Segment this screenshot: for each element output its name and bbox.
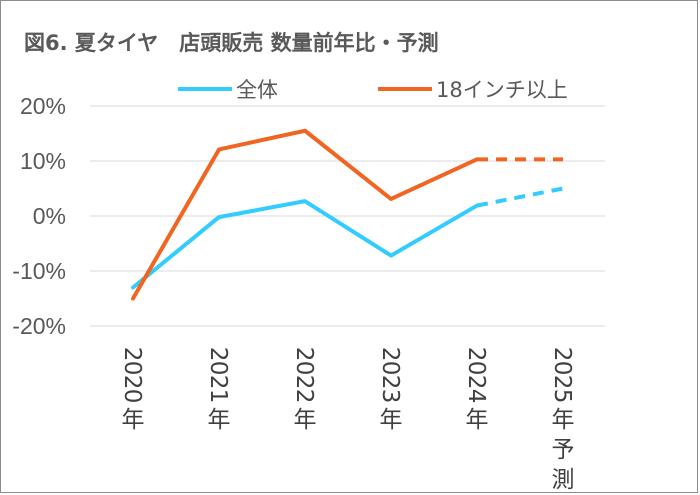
svg-text:年: 年	[294, 407, 317, 433]
svg-text:2: 2	[291, 375, 317, 390]
y-tick-label: -10%	[12, 258, 66, 284]
y-tick-label: 10%	[20, 148, 66, 174]
svg-text:年: 年	[552, 407, 575, 433]
y-tick-label: 20%	[20, 93, 66, 119]
svg-text:2: 2	[549, 375, 575, 390]
svg-text:0: 0	[205, 361, 231, 376]
svg-text:2: 2	[463, 375, 489, 390]
svg-text:2: 2	[549, 347, 575, 362]
legend-label: 18インチ以上	[436, 78, 568, 102]
svg-text:0: 0	[119, 389, 145, 404]
svg-text:0: 0	[291, 361, 317, 376]
svg-text:0: 0	[119, 361, 145, 376]
series-line	[131, 199, 479, 290]
legend-label: 全体	[236, 78, 278, 102]
svg-text:年: 年	[380, 407, 403, 433]
chart-title: 図6. 夏タイヤ 店頭販売 数量前年比・予測	[24, 31, 439, 55]
svg-text:2: 2	[377, 375, 403, 390]
svg-text:0: 0	[377, 361, 403, 376]
svg-text:測: 測	[552, 467, 575, 493]
legend-item: 18インチ以上	[378, 78, 568, 102]
svg-text:0: 0	[463, 361, 489, 376]
series-line	[131, 128, 479, 301]
series-lines	[131, 128, 564, 301]
svg-text:2: 2	[377, 347, 403, 362]
svg-text:5: 5	[549, 389, 575, 404]
svg-text:年: 年	[208, 407, 231, 433]
svg-text:3: 3	[377, 389, 403, 404]
svg-text:4: 4	[463, 389, 489, 404]
svg-text:2: 2	[291, 347, 317, 362]
svg-text:予: 予	[552, 437, 575, 463]
svg-text:0: 0	[549, 361, 575, 376]
legend-item: 全体	[178, 78, 278, 102]
gridlines	[90, 105, 605, 327]
y-axis-ticks: 20% 10% 0% -10% -20%	[12, 93, 66, 339]
svg-text:2: 2	[205, 375, 231, 390]
svg-text:年: 年	[122, 407, 145, 433]
svg-text:2: 2	[291, 389, 317, 404]
svg-text:2: 2	[463, 347, 489, 362]
svg-text:年: 年	[466, 407, 489, 433]
legend: 全体 18インチ以上	[178, 78, 568, 102]
svg-text:1: 1	[205, 389, 231, 404]
y-tick-label: 0%	[33, 203, 66, 229]
svg-text:2: 2	[119, 375, 145, 390]
svg-text:2: 2	[119, 347, 145, 362]
series-forecast-line	[476, 186, 564, 208]
svg-text:2: 2	[205, 347, 231, 362]
y-tick-label: -20%	[12, 313, 66, 339]
